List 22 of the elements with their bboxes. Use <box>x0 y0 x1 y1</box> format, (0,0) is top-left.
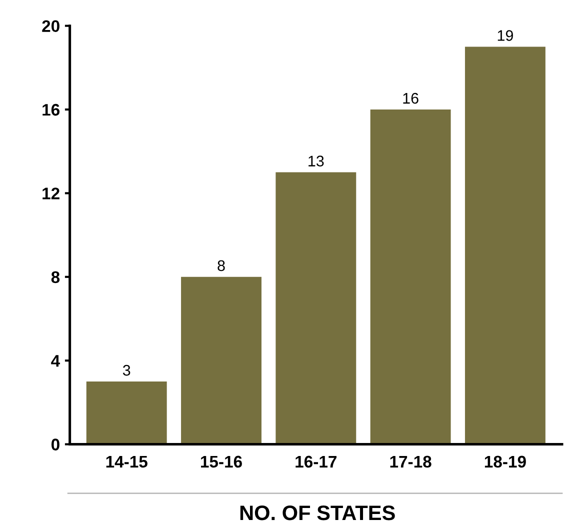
bar <box>181 276 262 444</box>
data-label: 8 <box>218 260 225 272</box>
y-tick-label: 0 <box>51 438 60 450</box>
bar <box>464 46 546 444</box>
y-tick-label: 20 <box>42 20 60 32</box>
y-tick-label: 16 <box>42 104 60 116</box>
x-tick-label: 15-16 <box>200 456 242 468</box>
data-label: 19 <box>498 30 513 41</box>
bar <box>370 110 451 444</box>
data-label: 16 <box>403 92 418 104</box>
x-tick-label: 17-18 <box>390 456 432 468</box>
x-tick-label: 14-15 <box>106 456 148 468</box>
y-tick-label: 8 <box>51 271 60 284</box>
y-tick-label: 4 <box>51 355 60 367</box>
x-tick-label: 16-17 <box>296 456 336 468</box>
data-label: 3 <box>122 364 130 376</box>
bar <box>86 381 167 444</box>
x-axis-title: NO. OF STATES <box>240 505 395 520</box>
data-label: 13 <box>308 156 324 166</box>
x-tick-label: 18-19 <box>484 456 526 468</box>
bar <box>276 172 356 444</box>
y-tick-label: 12 <box>42 188 60 200</box>
